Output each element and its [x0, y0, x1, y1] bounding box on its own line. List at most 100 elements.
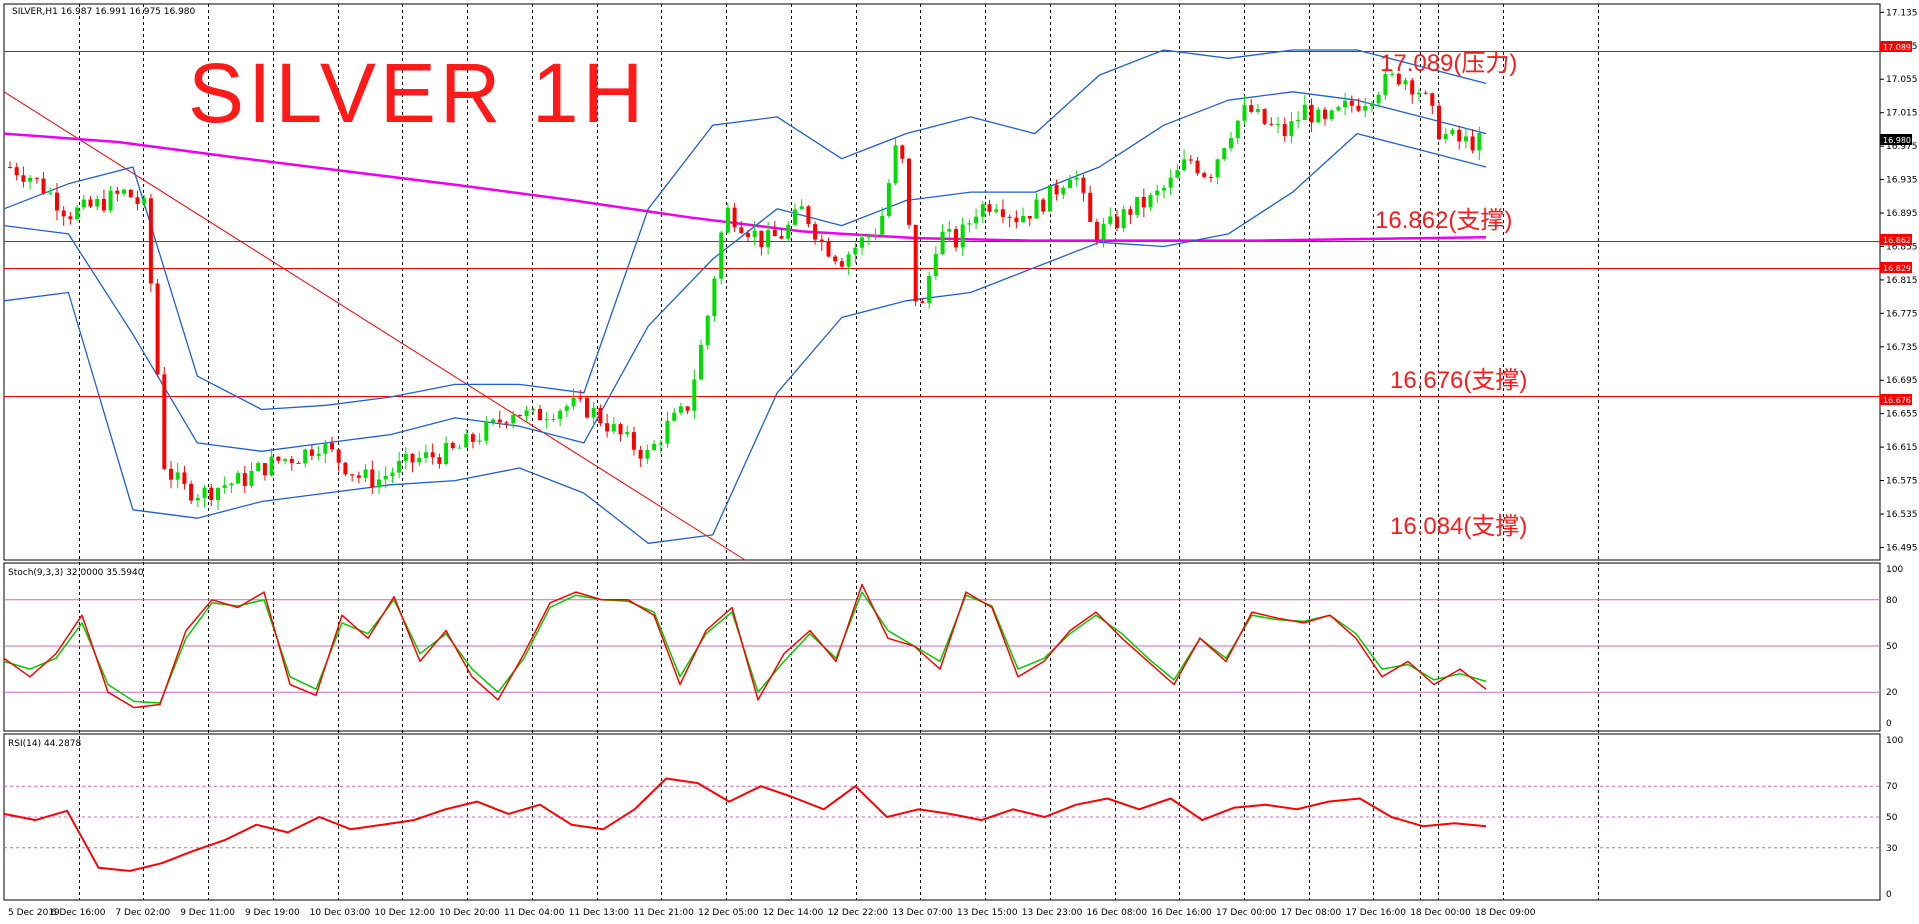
candle-body [169, 468, 173, 480]
candle-body [625, 432, 630, 435]
candle-body [1282, 124, 1287, 137]
stochastic-panel [3, 562, 1881, 732]
candle-body [819, 239, 824, 242]
candle-body [558, 410, 563, 419]
candle-body [705, 316, 710, 345]
rsi-tick-label: 50 [1886, 813, 1898, 823]
candle-body [1369, 103, 1374, 107]
price-tick-label: 16.935 [1886, 176, 1918, 186]
time-label: 16 Dec 08:00 [1087, 908, 1148, 918]
candle-body [1255, 109, 1260, 112]
candle-body [430, 452, 435, 458]
time-label: 12 Dec 22:00 [828, 908, 889, 918]
price-tick-label: 16.695 [1886, 376, 1918, 386]
candle-body [1215, 159, 1220, 178]
candle-body [793, 209, 797, 225]
candle-body [1081, 177, 1086, 193]
candle-body [605, 423, 610, 432]
candle-body [256, 463, 261, 471]
level-label-support-3: 16.084(支撑) [1390, 513, 1527, 540]
candle-body [1208, 177, 1213, 178]
level-tag-16829: 16.829 [1880, 262, 1912, 273]
svg-text:17.089: 17.089 [1883, 43, 1911, 52]
level-tag-16676: 16.676 [1880, 394, 1912, 405]
candle-body [209, 487, 214, 500]
svg-text:16.829: 16.829 [1883, 264, 1911, 273]
stoch-tick-label: 0 [1886, 719, 1892, 729]
candle-body [229, 483, 234, 486]
candle-body [866, 236, 871, 238]
price-tick-label: 16.855 [1886, 242, 1918, 252]
candle-body [175, 472, 180, 480]
candle-body [1135, 196, 1140, 215]
candle-body [390, 472, 395, 476]
stoch-tick-label: 20 [1886, 688, 1898, 698]
candle-body [202, 487, 207, 498]
candle-body [128, 189, 133, 198]
candle-body [1276, 124, 1280, 126]
candle-body [61, 210, 66, 217]
candle-body [672, 412, 677, 421]
price-tick-label: 16.575 [1886, 477, 1918, 487]
time-label: 17 Dec 16:00 [1345, 908, 1406, 918]
candle-body [880, 215, 885, 235]
candle-body [1202, 173, 1207, 177]
price-tick-label: 16.895 [1886, 209, 1918, 219]
candle-body [504, 422, 509, 424]
candle-body [786, 224, 791, 239]
candle-body [95, 198, 100, 207]
candle-body [1047, 185, 1052, 212]
candle-body [886, 183, 891, 216]
candle-body [685, 406, 690, 411]
candle-body [759, 230, 764, 247]
candle-body [1269, 123, 1274, 125]
candle-body [746, 233, 750, 237]
candle-body [578, 397, 583, 399]
candle-body [1470, 136, 1475, 151]
time-label: 18 Dec 09:00 [1475, 908, 1536, 918]
candle-body [652, 444, 657, 450]
level-label-support-2: 16.676(支撑) [1390, 367, 1527, 394]
candle-body [1115, 216, 1119, 228]
candle-body [182, 472, 187, 484]
candle-body [725, 207, 730, 233]
time-label: 11 Dec 21:00 [633, 908, 694, 918]
candle-body [417, 457, 422, 463]
candle-body [457, 447, 462, 449]
chart-title: SILVER 1H [188, 46, 647, 140]
candle-body [1249, 105, 1254, 112]
candle-body [1289, 121, 1294, 137]
candle-body [960, 224, 965, 248]
candle-body [806, 206, 811, 225]
candle-body [638, 449, 643, 459]
candle-body [846, 254, 851, 267]
candle-body [752, 230, 757, 238]
candle-body [873, 234, 878, 236]
candle-body [403, 453, 408, 461]
candle-body [343, 462, 348, 475]
candle-body [954, 229, 958, 248]
candle-body [1302, 104, 1307, 120]
candle-body [1396, 73, 1401, 85]
axis-layer: 17.13517.09517.05517.01516.97516.93516.8… [8, 8, 1918, 918]
candle-body [1390, 73, 1395, 75]
candle-body [1021, 216, 1026, 223]
price-tick-label: 17.015 [1886, 109, 1918, 119]
candle-body [377, 479, 381, 488]
candle-body [1477, 133, 1482, 151]
candle-body [1262, 109, 1267, 124]
candle-body [585, 398, 589, 418]
candle-body [1430, 93, 1435, 106]
time-label: 9 Dec 11:00 [180, 908, 235, 918]
candle-layer [8, 68, 1482, 510]
candle-body [631, 432, 636, 450]
candle-body [309, 449, 314, 456]
candle-body [692, 379, 697, 411]
price-tick-label: 16.655 [1886, 410, 1918, 420]
candle-body [14, 167, 19, 176]
candle-body [665, 420, 670, 444]
candle-body [1383, 73, 1388, 95]
candle-body [980, 204, 985, 217]
candle-body [1068, 179, 1072, 188]
candle-body [1148, 195, 1153, 208]
